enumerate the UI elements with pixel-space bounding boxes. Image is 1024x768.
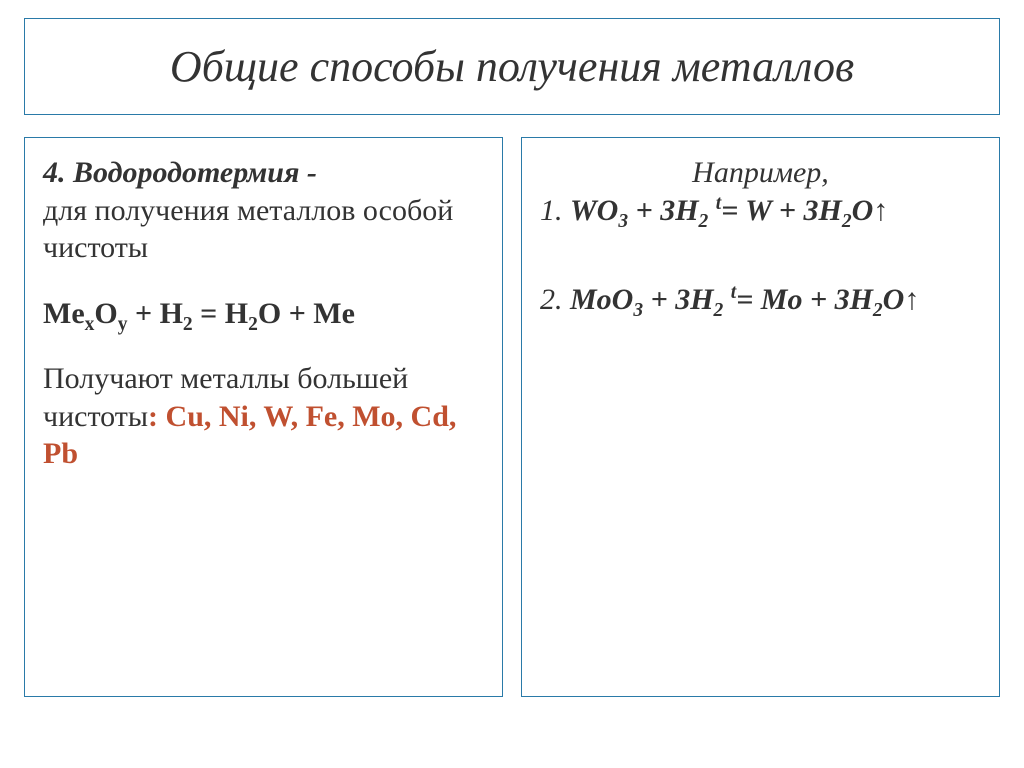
method-paragraph: 4. Водородотермия - для получения металл… bbox=[43, 154, 484, 267]
eq2-label: 2. bbox=[540, 283, 570, 316]
method-description: для получения металлов особой чистоты bbox=[43, 194, 453, 265]
general-formula: MexOy + H2 = H2O + Me bbox=[43, 295, 484, 333]
left-column: 4. Водородотермия - для получения металл… bbox=[24, 137, 503, 697]
equation-2: 2. MoO3 + 3H2 t= Mo + 3H2O↑ bbox=[540, 281, 981, 319]
note-colon: : bbox=[148, 400, 166, 433]
slide-title: Общие способы получения металлов bbox=[43, 41, 981, 92]
title-box: Общие способы получения металлов bbox=[24, 18, 1000, 115]
eq1-label: 1. bbox=[540, 194, 570, 227]
method-name: Водородотермия - bbox=[73, 156, 317, 189]
right-column: Например, 1. WO3 + 3H2 t= W + 3H2O↑ 2. M… bbox=[521, 137, 1000, 697]
eq1-body: WO3 + 3H2 t= W + 3H2O↑ bbox=[570, 194, 888, 227]
eq2-body: MoO3 + 3H2 t= Mo + 3H2O↑ bbox=[570, 283, 919, 316]
equation-1: 1. WO3 + 3H2 t= W + 3H2O↑ bbox=[540, 192, 981, 230]
method-number: 4. bbox=[43, 156, 73, 189]
example-label: Например, bbox=[540, 154, 981, 192]
metals-note: Получают металлы большей чистоты: Cu, Ni… bbox=[43, 360, 484, 473]
content-columns: 4. Водородотермия - для получения металл… bbox=[24, 137, 1000, 697]
